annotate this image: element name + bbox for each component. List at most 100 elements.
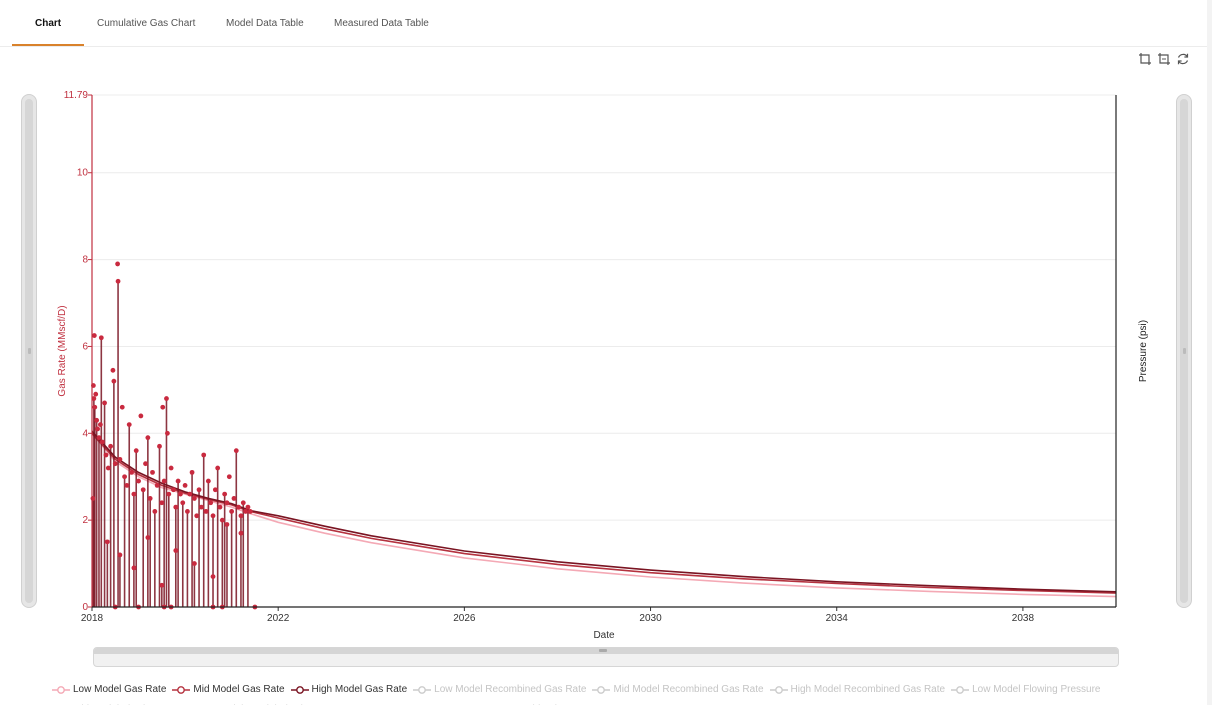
data-gas-rate-point bbox=[145, 535, 151, 540]
legend-item[interactable]: High Model Recombined Gas Rate bbox=[769, 681, 945, 698]
page-scrollbar[interactable] bbox=[1207, 0, 1212, 705]
data-gas-rate-point bbox=[105, 465, 111, 471]
data-gas-rate-point bbox=[143, 461, 148, 467]
tab-model-data-table[interactable]: Model Data Table bbox=[226, 18, 304, 29]
legend-label: Mid Model Flowing Pressure bbox=[73, 701, 199, 705]
legend-item[interactable]: Mid Model Gas Rate bbox=[172, 681, 285, 698]
data-gas-rate-point bbox=[238, 530, 244, 536]
data-gas-rate-point bbox=[236, 504, 242, 510]
grid-lines bbox=[92, 94, 1116, 608]
y-tick-label: 4 bbox=[82, 428, 88, 439]
date-range-slider[interactable] bbox=[93, 647, 1119, 667]
legend-item[interactable]: Mid Model Flowing Pressure bbox=[52, 701, 199, 705]
data-gas-rate-point bbox=[104, 539, 110, 545]
left-axis-range-slider[interactable] bbox=[21, 94, 37, 608]
legend-item[interactable]: Low Model Flowing Pressure bbox=[951, 681, 1100, 698]
data-gas-rate-point bbox=[210, 513, 216, 519]
data-gas-rate-point bbox=[145, 435, 151, 441]
legend-item[interactable]: Low Model Gas Rate bbox=[52, 681, 166, 698]
left-slider-grip[interactable] bbox=[28, 348, 31, 354]
legend-line-icon bbox=[172, 685, 191, 694]
data-gas-rate-point bbox=[196, 487, 202, 493]
tab-cumulative-gas-chart[interactable]: Cumulative Gas Chart bbox=[97, 18, 196, 29]
data-gas-rate-point bbox=[97, 422, 103, 428]
data-gas-rate-point bbox=[178, 491, 183, 497]
date-slider-grip[interactable] bbox=[599, 649, 607, 652]
data-gas-rate-point bbox=[90, 496, 96, 501]
data-gas-rate-point bbox=[117, 456, 123, 462]
right-axis-range-slider[interactable] bbox=[1176, 94, 1192, 608]
x-tick-label: 2022 bbox=[267, 613, 290, 624]
legend-item[interactable]: High Model Gas Rate bbox=[290, 681, 407, 698]
data-gas-rate-point bbox=[238, 513, 244, 519]
data-gas-rate-point bbox=[180, 500, 186, 506]
data-gas-rate-point bbox=[168, 465, 174, 471]
data-gas-rate-point bbox=[212, 487, 218, 493]
data-gas-rate-point bbox=[150, 469, 155, 475]
active-tab-indicator bbox=[12, 44, 84, 46]
data-gas-rate-point bbox=[92, 404, 98, 410]
legend-line-icon bbox=[52, 685, 70, 694]
legend-item[interactable]: Mid Model Recombined Gas Rate bbox=[592, 681, 764, 698]
data-gas-rate-point bbox=[224, 500, 230, 506]
legend-item[interactable]: Data Gas Rate bbox=[363, 701, 450, 705]
data-gas-rate-point bbox=[222, 491, 228, 497]
data-gas-rate-point bbox=[173, 504, 179, 510]
legend-label: Low Model Gas Rate bbox=[73, 684, 167, 695]
data-gas-rate-point bbox=[175, 478, 181, 484]
mid-model-gas-rate-line bbox=[91, 432, 1117, 594]
data-gas-rate-point bbox=[124, 483, 130, 488]
tab-chart[interactable]: Chart bbox=[35, 18, 62, 29]
data-gas-rate-point bbox=[192, 561, 197, 566]
data-gas-rate-point bbox=[115, 278, 121, 284]
data-gas-rate-point bbox=[229, 509, 235, 514]
high-model-gas-rate-line bbox=[91, 430, 1117, 593]
legend-line-icon bbox=[769, 685, 788, 694]
legend-line-icon bbox=[951, 685, 970, 694]
data-gas-rate-point bbox=[201, 452, 207, 458]
data-gas-rate-point bbox=[136, 478, 141, 484]
x-tick-label: 2018 bbox=[81, 613, 104, 624]
legend-item[interactable]: Low Model Recombined Gas Rate bbox=[413, 681, 586, 698]
y-tick-label: 8 bbox=[82, 255, 88, 266]
data-gas-rate-point bbox=[98, 335, 104, 341]
data-gas-rate-point bbox=[119, 404, 125, 410]
y-tick-label: 11.79 bbox=[64, 90, 89, 101]
data-gas-rate-point bbox=[245, 504, 251, 510]
right-slider-grip[interactable] bbox=[1183, 348, 1186, 354]
data-gas-rate-points bbox=[90, 261, 258, 610]
zoom-out-icon[interactable] bbox=[1157, 52, 1171, 66]
chart-toolbar bbox=[1138, 52, 1190, 66]
data-gas-rate-point bbox=[159, 582, 165, 588]
zoom-in-icon[interactable] bbox=[1138, 52, 1152, 66]
data-gas-rate-point bbox=[122, 474, 127, 480]
data-gas-rate-point bbox=[243, 509, 249, 514]
low-model-gas-rate-line bbox=[91, 432, 1117, 598]
data-gas-rate-point bbox=[171, 487, 176, 493]
data-gas-rate-point bbox=[210, 574, 216, 580]
data-gas-rate-point bbox=[187, 491, 193, 497]
data-gas-rate-point bbox=[173, 548, 179, 553]
refresh-icon[interactable] bbox=[1176, 52, 1190, 66]
data-gas-rate-point bbox=[240, 500, 246, 506]
y-tick-label: 10 bbox=[77, 168, 89, 179]
data-gas-rate-point bbox=[198, 504, 204, 510]
legend-item[interactable]: Data Recombined Gas Rate bbox=[456, 701, 602, 705]
data-gas-rate-point bbox=[192, 496, 197, 501]
data-gas-rate-point bbox=[165, 430, 170, 436]
data-gas-rate-point bbox=[140, 487, 146, 493]
legend-line-icon bbox=[592, 685, 611, 694]
data-gas-rate-point bbox=[117, 552, 123, 558]
data-gas-rate-point bbox=[102, 400, 107, 406]
data-gas-rate-point bbox=[185, 509, 190, 514]
legend-item[interactable]: High Model Flowing Pressure bbox=[205, 701, 357, 705]
data-gas-rate-point bbox=[164, 396, 169, 401]
data-gas-rate-point bbox=[115, 261, 120, 267]
data-gas-rate-point bbox=[219, 517, 225, 523]
data-gas-rate-point bbox=[147, 496, 153, 501]
x-tick-label: 2030 bbox=[639, 613, 662, 624]
tab-measured-data-table[interactable]: Measured Data Table bbox=[334, 18, 429, 29]
data-gas-rate-point bbox=[110, 367, 116, 373]
data-gas-rate-point bbox=[133, 448, 139, 454]
